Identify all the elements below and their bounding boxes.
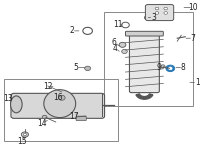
Text: 10: 10 [188,3,198,12]
FancyBboxPatch shape [76,116,86,121]
Circle shape [169,67,172,70]
Circle shape [23,133,26,136]
FancyBboxPatch shape [145,5,174,21]
Text: 17: 17 [69,112,79,121]
Circle shape [122,49,127,54]
Circle shape [164,7,168,10]
Text: 11: 11 [113,20,122,30]
Text: 13: 13 [3,94,13,103]
Circle shape [58,95,65,100]
FancyBboxPatch shape [125,31,163,36]
Circle shape [155,12,159,14]
Circle shape [161,65,165,68]
Circle shape [42,115,47,119]
Wedge shape [136,94,153,99]
Text: 9: 9 [157,63,162,72]
Circle shape [21,132,28,137]
Text: 12: 12 [43,82,53,91]
Bar [4,79,118,141]
Text: 4: 4 [113,44,118,53]
Text: 1: 1 [195,78,200,87]
Ellipse shape [44,90,76,118]
Text: 6: 6 [111,38,116,47]
Circle shape [155,7,159,10]
Text: 7: 7 [191,34,196,43]
FancyBboxPatch shape [11,93,105,118]
Circle shape [166,65,175,72]
Text: 2: 2 [69,26,74,35]
Text: 16: 16 [53,92,63,102]
Circle shape [164,12,168,14]
Text: 5: 5 [73,63,78,72]
Circle shape [119,42,126,47]
Text: 8: 8 [181,63,186,72]
Text: 3: 3 [151,13,156,22]
Text: 15: 15 [17,137,27,146]
Ellipse shape [11,96,22,113]
Bar [104,12,193,106]
Text: 14: 14 [37,119,47,128]
FancyBboxPatch shape [129,34,159,93]
Circle shape [85,66,91,71]
